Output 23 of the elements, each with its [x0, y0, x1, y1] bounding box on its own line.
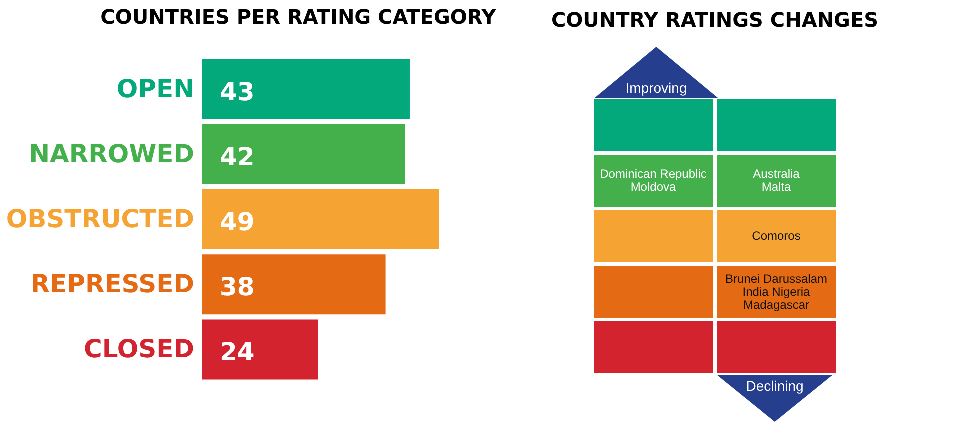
data-label: 49: [220, 208, 255, 236]
data-label: 43: [220, 77, 255, 106]
bar: [202, 190, 439, 250]
text: Declining: [746, 378, 804, 394]
text: Brunei Darussalam India Nigeria Madagascar: [725, 272, 828, 312]
text: Australia Malta: [753, 167, 800, 194]
data-label: 24: [220, 338, 255, 367]
data-label: 38: [220, 272, 255, 302]
y-tick-label: CLOSED: [84, 334, 194, 364]
y-tick-label: OPEN: [116, 74, 194, 104]
y-tick-label: NARROWED: [29, 139, 194, 168]
y-tick-label: REPRESSED: [30, 270, 194, 299]
y-tick-label: OBSTRUCTED: [6, 204, 194, 234]
chart-title: COUNTRIES PER RATING CATEGORY: [100, 5, 497, 29]
bar: [202, 254, 386, 315]
data-label: 42: [220, 142, 255, 172]
text: Comoros: [752, 228, 801, 242]
text: Dominican Republic Moldova: [600, 167, 707, 194]
text: Improving: [626, 80, 688, 96]
text: COUNTRY RATINGS CHANGES: [550, 8, 880, 32]
bar: [202, 124, 406, 184]
bar: [202, 59, 410, 120]
bar: [202, 320, 318, 380]
